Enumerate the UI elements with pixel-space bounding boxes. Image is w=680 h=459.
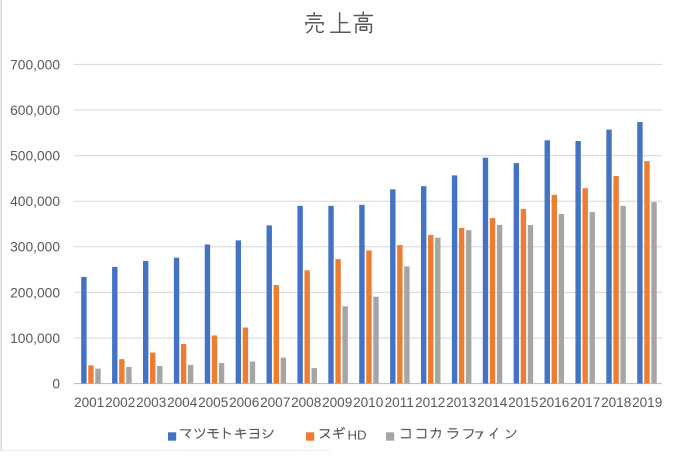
svg-text:2010: 2010 (353, 395, 384, 410)
svg-text:2005: 2005 (198, 395, 228, 410)
svg-text:2015: 2015 (508, 395, 538, 410)
svg-text:2001: 2001 (74, 395, 104, 410)
svg-text:2009: 2009 (322, 395, 352, 410)
svg-text:2006: 2006 (229, 395, 259, 410)
svg-text:2003: 2003 (136, 395, 166, 410)
svg-text:600,000: 600,000 (10, 103, 60, 118)
svg-text:2007: 2007 (260, 395, 290, 410)
svg-text:400,000: 400,000 (10, 194, 60, 209)
svg-text:0: 0 (52, 377, 60, 392)
svg-text:200,000: 200,000 (10, 285, 60, 300)
svg-text:500,000: 500,000 (10, 149, 60, 164)
svg-text:2018: 2018 (601, 395, 631, 410)
svg-text:2014: 2014 (477, 395, 508, 410)
svg-text:2004: 2004 (167, 395, 198, 410)
svg-text:700,000: 700,000 (10, 57, 60, 72)
svg-text:2012: 2012 (415, 395, 445, 410)
svg-text:100,000: 100,000 (10, 331, 60, 346)
svg-text:2013: 2013 (446, 395, 476, 410)
svg-text:2017: 2017 (570, 395, 600, 410)
svg-text:2008: 2008 (291, 395, 321, 410)
svg-text:300,000: 300,000 (10, 240, 60, 255)
svg-text:2016: 2016 (539, 395, 569, 410)
svg-text:2002: 2002 (105, 395, 135, 410)
svg-text:2019: 2019 (632, 395, 662, 410)
svg-text:HD: HD (348, 428, 367, 443)
svg-text:2011: 2011 (385, 395, 414, 410)
